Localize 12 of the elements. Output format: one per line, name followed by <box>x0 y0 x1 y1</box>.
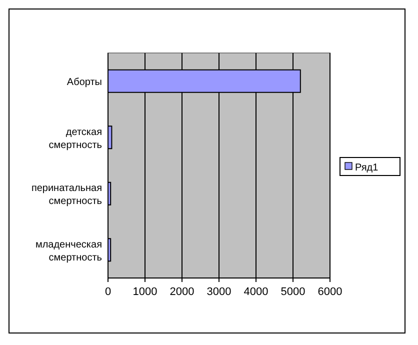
y-tick-label: Аборты <box>66 77 102 88</box>
y-tick-label: младенческая смертность <box>35 239 102 264</box>
x-tick-label: 1000 <box>132 286 158 298</box>
y-tick-label: детская смертность <box>48 126 102 151</box>
x-tick-label: 2000 <box>170 286 194 298</box>
y-tick-label: перинатальная смертность <box>31 183 102 208</box>
x-tick-label: 3000 <box>206 286 232 298</box>
x-tick-label: 0 <box>104 286 112 298</box>
x-tick-label: 5000 <box>280 286 306 298</box>
x-tick-label: 4000 <box>244 286 268 298</box>
legend-label: Ряд1 <box>355 162 379 174</box>
x-tick-label: 6000 <box>318 286 342 298</box>
